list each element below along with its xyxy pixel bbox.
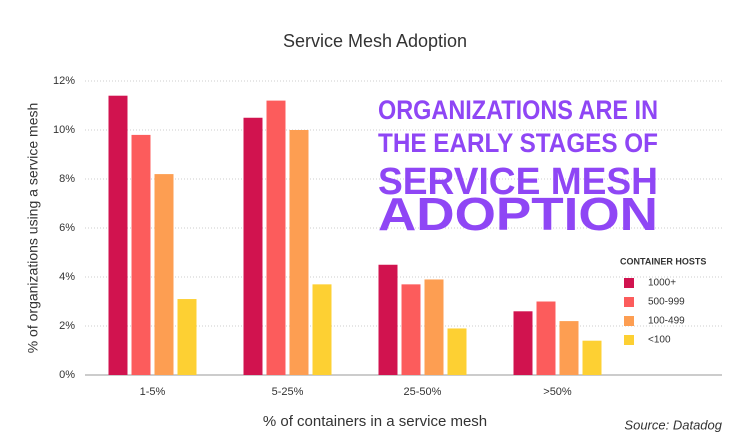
legend-title: CONTAINER HOSTS <box>620 256 706 266</box>
legend-swatch <box>624 335 634 345</box>
y-tick-label: 0% <box>59 369 75 381</box>
y-tick-label: 10% <box>53 124 75 136</box>
x-tick-label: >50% <box>543 386 572 398</box>
bar <box>177 299 197 375</box>
bar <box>243 117 263 375</box>
bar <box>266 100 286 375</box>
y-tick-label: 4% <box>59 271 75 283</box>
chart-title: Service Mesh Adoption <box>283 31 467 51</box>
source: Source: Datadog <box>624 417 722 432</box>
x-tick-label: 5-25% <box>272 386 304 398</box>
bar <box>513 311 533 375</box>
bar <box>108 95 128 375</box>
x-axis-label: % of containers in a service mesh <box>263 413 487 430</box>
legend-swatch <box>624 316 634 326</box>
bar <box>289 130 309 375</box>
annotation: ORGANIZATIONS ARE IN <box>378 95 658 125</box>
annotation: THE EARLY STAGES OF <box>378 128 658 158</box>
y-tick-label: 6% <box>59 222 75 234</box>
legend-label: 500-999 <box>648 297 685 308</box>
bar <box>378 264 398 375</box>
x-tick-label: 25-50% <box>404 386 442 398</box>
y-axis-label: % of organizations using a service mesh <box>25 103 41 354</box>
legend-swatch <box>624 278 634 288</box>
bar <box>312 284 332 375</box>
bar <box>582 340 602 375</box>
bar <box>131 134 151 375</box>
annotation: ADOPTION <box>378 188 658 240</box>
bar <box>401 284 421 375</box>
legend-label: <100 <box>648 335 671 346</box>
bar <box>447 328 467 375</box>
legend-swatch <box>624 297 634 307</box>
legend-label: 100-499 <box>648 316 685 327</box>
y-tick-label: 2% <box>59 320 75 332</box>
annotation: SERVICE MESH <box>378 161 658 203</box>
legend-label: 1000+ <box>648 278 676 289</box>
y-tick-label: 8% <box>59 173 75 185</box>
bar <box>424 279 444 375</box>
bar <box>154 174 174 375</box>
bar <box>559 321 579 375</box>
x-tick-label: 1-5% <box>140 386 166 398</box>
y-tick-label: 12% <box>53 75 75 87</box>
bar <box>536 301 556 375</box>
